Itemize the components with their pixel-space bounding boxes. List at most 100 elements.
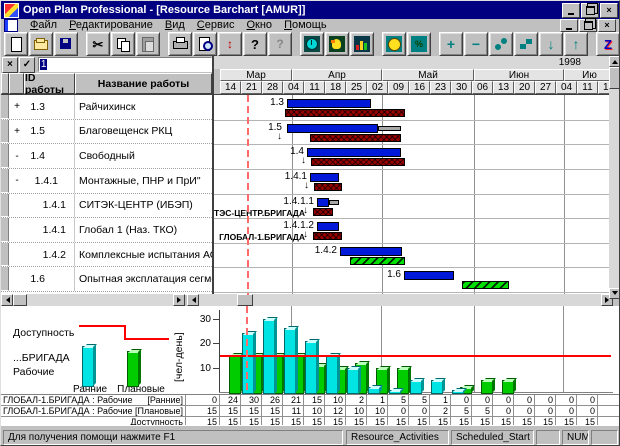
child-restore-icon[interactable]	[579, 19, 597, 32]
table-row[interactable]: 1.4.2 Комплексные испытания АО	[1, 242, 212, 268]
early-bar[interactable]	[340, 246, 402, 256]
print-button[interactable]	[168, 32, 192, 56]
table-row[interactable]: 1.6 Опытная эксплатация сегмента	[1, 267, 212, 292]
cost-coin-button[interactable]	[382, 32, 406, 56]
row-selector[interactable]	[1, 242, 9, 267]
scroll-right-icon[interactable]	[173, 294, 185, 306]
baseline-bar[interactable]	[313, 232, 342, 241]
table-row[interactable]: 1.4.1 СИТЭК-ЦЕНТР (ИБЭП)	[1, 193, 212, 219]
restore-icon[interactable]	[581, 3, 599, 18]
menu-item-3[interactable]: Вид	[164, 19, 185, 31]
table-row[interactable]: +1.3 Райчихинск	[1, 95, 212, 120]
expand-marker[interactable]: +	[14, 101, 20, 113]
baseline-bar[interactable]	[310, 133, 401, 142]
table-row[interactable]: -1.4.1 Монтажные, ПНР и ПрИ"	[1, 168, 212, 194]
child-window-icon[interactable]	[4, 18, 18, 32]
gantt-row: 1.4.1 ↓	[214, 169, 609, 194]
help-button[interactable]: ?	[243, 32, 267, 56]
month-gridline	[381, 306, 382, 392]
table-row[interactable]: -1.4 Свободный	[1, 144, 212, 169]
resource-value-cell: 15	[556, 417, 577, 427]
link-activities-button[interactable]	[489, 32, 513, 56]
scroll-up-icon[interactable]	[609, 56, 619, 67]
link-steps-button[interactable]	[514, 32, 538, 56]
cut-button[interactable]: ✂	[86, 32, 110, 56]
early-bar[interactable]	[287, 123, 378, 133]
save-file-button[interactable]	[54, 32, 78, 56]
row-selector[interactable]	[1, 119, 9, 144]
cancel-edit-icon[interactable]: ×	[2, 56, 18, 73]
baseline-bar[interactable]	[311, 158, 405, 167]
move-up-button[interactable]: ↑	[564, 32, 588, 56]
early-bar[interactable]	[404, 271, 454, 281]
app-icon[interactable]	[4, 2, 19, 18]
copy-button[interactable]	[111, 32, 135, 56]
row-selector[interactable]	[1, 144, 9, 168]
expand-marker[interactable]: -	[15, 150, 19, 162]
row-selector[interactable]	[1, 218, 9, 242]
table-row[interactable]: +1.5 Благовещенск РКЦ	[1, 119, 212, 145]
edit-input[interactable]: 1	[37, 57, 213, 72]
expand-marker	[10, 267, 24, 291]
menu-item-5[interactable]: Окно	[246, 19, 273, 31]
resource-duck-button[interactable]	[325, 32, 349, 56]
row-selector[interactable]	[1, 95, 9, 119]
scheduled-bar[interactable]	[350, 256, 405, 265]
time-clock-button[interactable]	[300, 32, 324, 56]
child-minimize-icon[interactable]	[560, 19, 578, 32]
new-file-button[interactable]	[4, 32, 28, 56]
row-selector[interactable]	[1, 168, 9, 193]
remove-button[interactable]: −	[464, 32, 488, 56]
scrollbar-thumb[interactable]	[13, 294, 27, 306]
confirm-edit-icon[interactable]: ✓	[18, 56, 35, 73]
slack-bar[interactable]	[329, 199, 339, 205]
resource-chart-button[interactable]	[350, 32, 374, 56]
resource-value-cell: 15	[186, 406, 220, 416]
expand-marker	[10, 218, 24, 242]
row-selector[interactable]	[1, 267, 9, 291]
scroll-left-icon[interactable]	[187, 294, 199, 306]
baseline-bar[interactable]	[314, 182, 342, 191]
early-bar[interactable]	[307, 148, 401, 158]
help-icon: ?	[251, 36, 259, 52]
scrollbar-thumb[interactable]	[609, 67, 619, 89]
timeline-week-cell: 18	[325, 81, 346, 94]
early-bar[interactable]	[317, 222, 339, 232]
gantt-vertical-scrollbar[interactable]	[609, 56, 619, 299]
menu-item-6[interactable]: Помощь	[284, 19, 327, 31]
scroll-left-icon[interactable]	[1, 294, 13, 306]
close-icon[interactable]: ×	[600, 3, 618, 18]
early-bar[interactable]	[287, 99, 371, 108]
expand-marker[interactable]: -	[15, 175, 19, 187]
activity-id: 1.6	[24, 267, 75, 291]
scheduled-bar[interactable]	[462, 281, 509, 290]
pane-splitter[interactable]	[212, 56, 214, 306]
minimize-icon[interactable]	[562, 3, 580, 18]
table-row[interactable]: 1.4.1 Глобал 1 (Наз. ТКО)	[1, 218, 212, 243]
scrollbar-thumb[interactable]	[237, 294, 253, 306]
move-down-button[interactable]: ↓	[539, 32, 563, 56]
activity-name: СИТЭК-ЦЕНТР (ИБЭП)	[79, 199, 193, 212]
expand-marker[interactable]: +	[14, 125, 20, 137]
table-horizontal-scrollbar[interactable]	[1, 294, 185, 306]
gantt-bar-label: 1.6	[387, 269, 401, 281]
scroll-down-icon[interactable]	[609, 288, 619, 299]
menu-item-2[interactable]: Редактирование	[69, 19, 153, 31]
menu-item-4[interactable]: Сервис	[196, 19, 235, 31]
menu-item-1[interactable]: Файл	[30, 19, 58, 31]
row-selector[interactable]	[1, 193, 9, 218]
print-preview-button[interactable]	[193, 32, 217, 56]
context-help-button: ?	[268, 32, 292, 56]
slack-bar[interactable]	[378, 125, 401, 131]
early-bar[interactable]	[317, 197, 329, 207]
baseline-bar[interactable]	[313, 207, 333, 216]
add-button[interactable]: +	[439, 32, 463, 56]
gantt-horizontal-scrollbar[interactable]	[187, 294, 613, 306]
refresh-button[interactable]: ↕	[218, 32, 242, 56]
sort-z-button[interactable]: Z	[596, 32, 619, 56]
early-bar[interactable]	[310, 172, 339, 182]
baseline-bar[interactable]	[285, 109, 405, 117]
child-close-icon[interactable]: ×	[598, 19, 616, 32]
open-file-button[interactable]	[29, 32, 53, 56]
percent-complete-button[interactable]: %	[407, 32, 431, 56]
